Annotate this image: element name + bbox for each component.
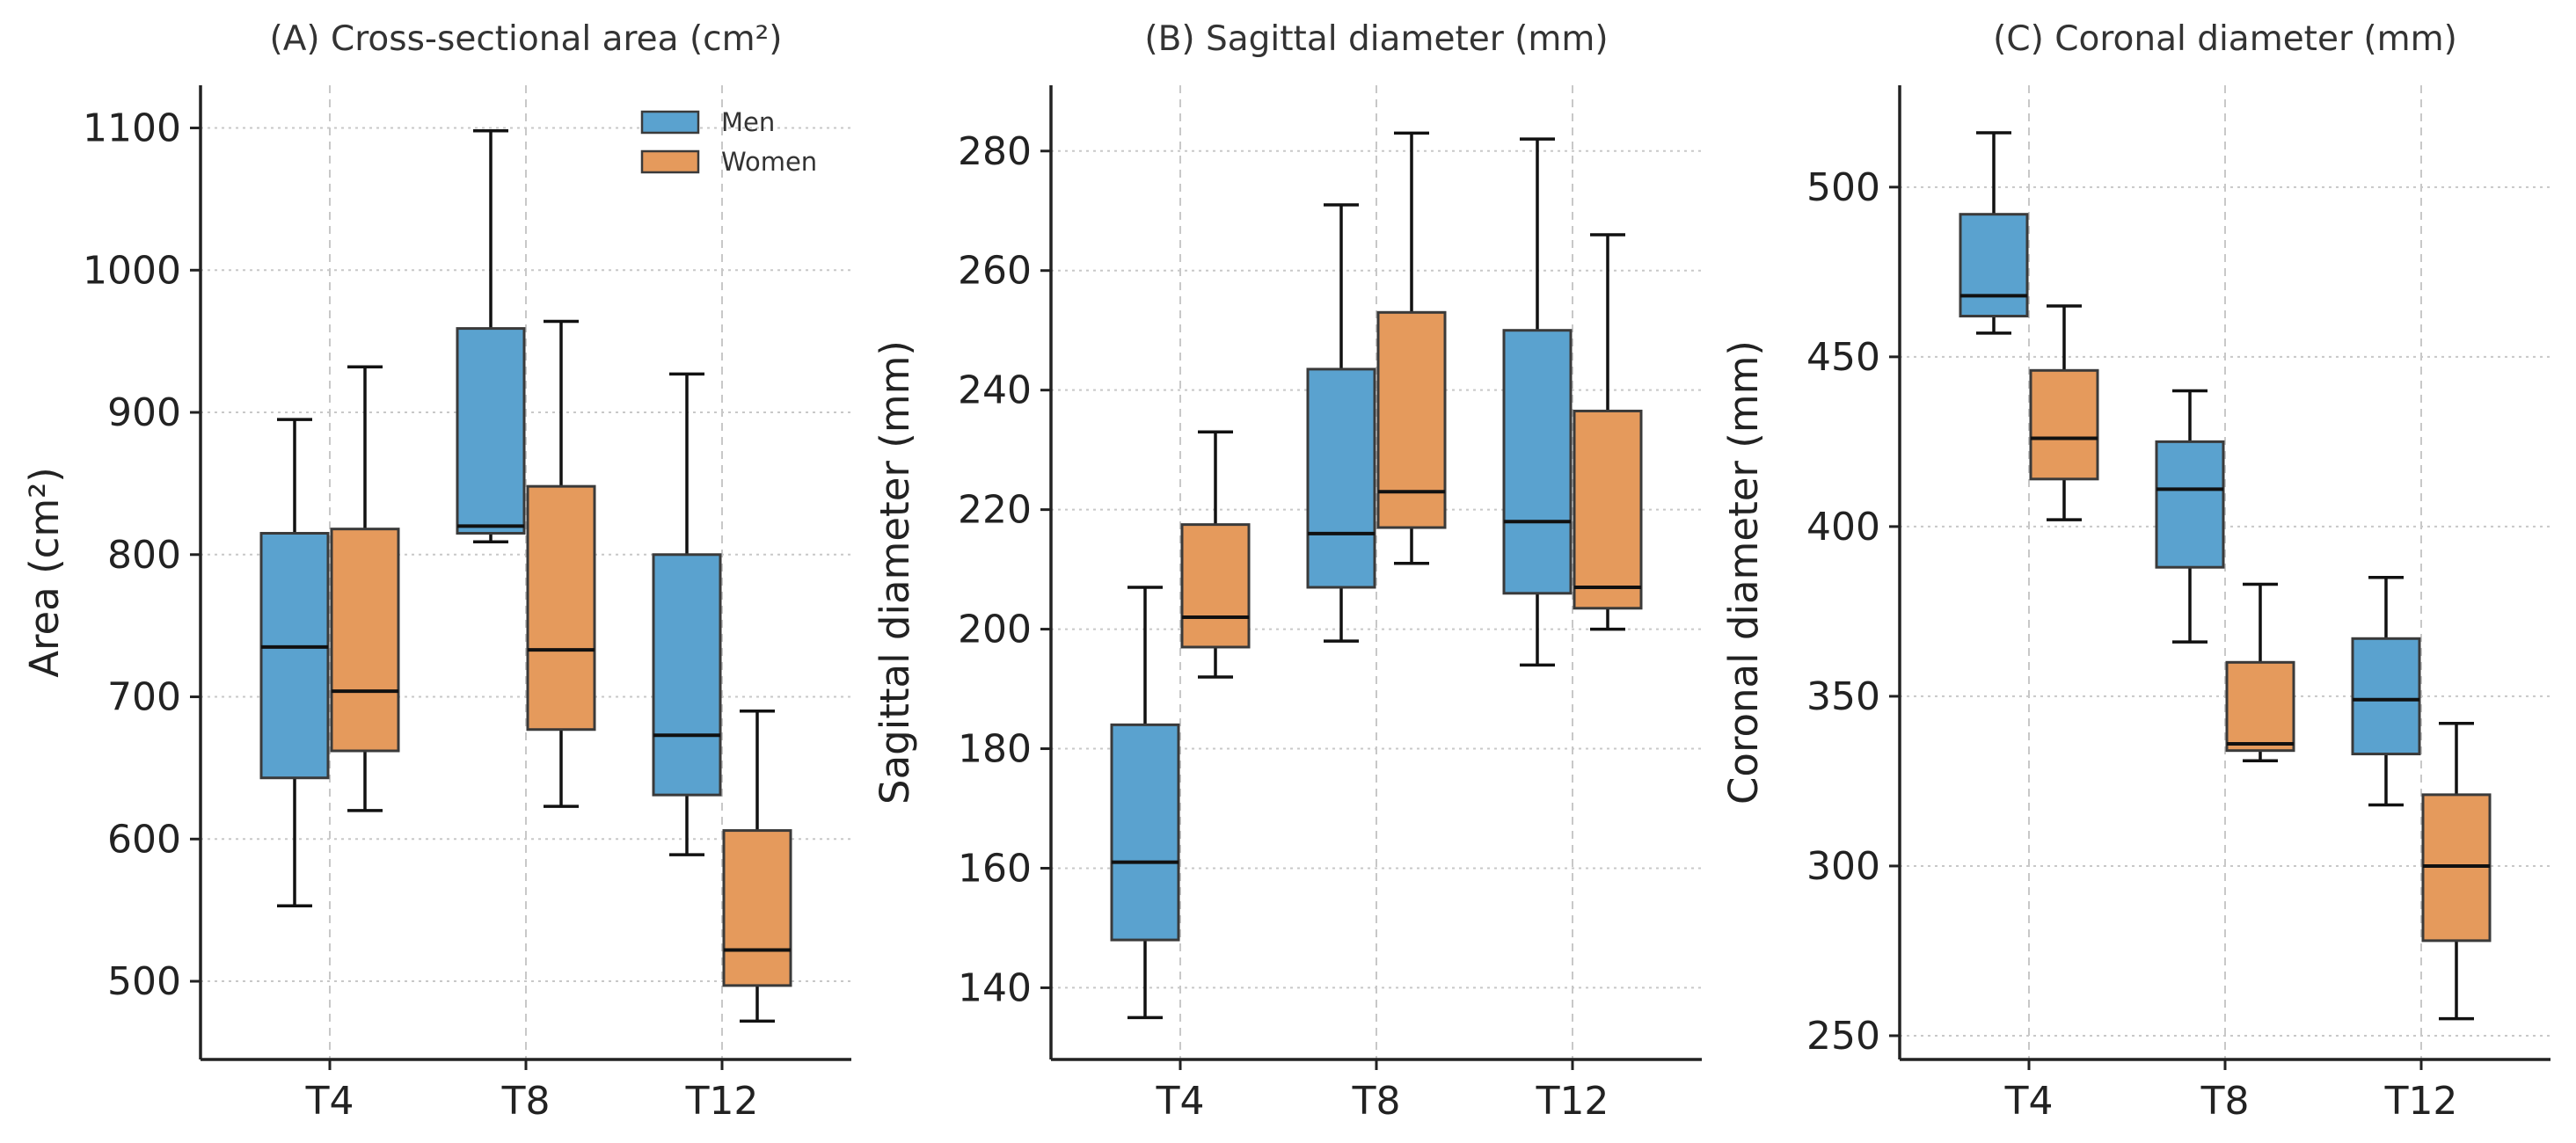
y-tick-label: 280 [958,129,1032,174]
box-women-t4 [2029,304,2099,521]
box-men-t12 [2351,576,2421,807]
y-tick-label: 160 [958,846,1032,891]
box-women-t8 [2225,582,2295,763]
box-women-t12 [1573,233,1643,631]
box-iqr [526,484,596,732]
box-iqr [2155,440,2225,569]
chart-title: (C) Coronal diameter (mm) [1993,19,2457,59]
box-iqr [1502,329,1573,595]
y-tick-label: 400 [1806,505,1880,550]
y-tick-label: 600 [107,817,181,862]
x-tick-label: T12 [1536,1079,1609,1124]
x-tick-label: T12 [685,1079,759,1124]
legend-swatch-women [640,149,700,174]
y-tick-label: 140 [958,965,1032,1010]
y-tick-label: 300 [1806,844,1880,889]
y-axis-label: Coronal diameter (mm) [1720,340,1767,804]
box-women-t8 [1376,131,1447,565]
y-tick-label: 700 [107,675,181,720]
y-tick-label: 900 [107,390,181,435]
y-tick-label: 500 [1806,165,1880,210]
y-tick-label: 350 [1806,674,1880,719]
x-tick-label: T8 [501,1079,551,1124]
box-men-t12 [1502,137,1573,667]
box-iqr [259,532,330,780]
x-tick-label: T4 [2004,1079,2054,1124]
legend: Men Women [640,107,817,177]
box-men-t8 [2155,389,2225,644]
x-tick-label: T8 [1352,1079,1401,1124]
x-tick-label: T8 [2200,1079,2250,1124]
box-women-t4 [330,365,400,812]
box-iqr [1959,213,2029,318]
y-tick-label: 260 [958,249,1032,294]
box-men-t4 [1959,131,2029,335]
y-tick-label: 500 [107,959,181,1004]
box-women-t8 [526,319,596,808]
y-tick-label: 1000 [83,248,181,293]
chart-panel-3: 250 300 350 400 450 500 T4 T8 T12 (C) Coronal dia… [1720,19,2550,1124]
y-tick-label: 800 [107,533,181,578]
box-men-t4 [1110,586,1180,1020]
y-tick-label: 180 [958,727,1032,772]
box-men-t8 [1306,203,1376,643]
box-men-t12 [652,372,722,856]
legend-swatch-men [640,110,700,135]
box-women-t12 [2421,722,2492,1021]
box-iqr [2225,660,2295,753]
chart-panel-1: 500 600 700 800 900 1000 1100 T4 T8 T12 (A) Cross-… [21,19,851,1124]
chart-title: (A) Cross-sectional area (cm²) [270,19,783,59]
y-tick-label: 200 [958,608,1032,652]
y-tick-label: 220 [958,488,1032,533]
box-iqr [1376,310,1447,529]
y-tick-label: 240 [958,368,1032,413]
x-tick-label: T12 [2384,1079,2458,1124]
x-tick-label: T4 [305,1079,354,1124]
box-iqr [652,553,722,797]
box-iqr [1110,723,1180,942]
box-iqr [2351,637,2421,756]
box-iqr [456,327,526,535]
legend-label-women: Women [721,147,817,177]
box-men-t4 [259,418,330,908]
box-iqr [1573,409,1643,610]
x-tick-label: T4 [1156,1079,1205,1124]
chart-title: (B) Sagittal diameter (mm) [1144,19,1608,59]
box-iqr [330,528,400,753]
box-iqr [722,829,792,987]
y-axis-label: Sagittal diameter (mm) [872,340,918,804]
legend-label-men: Men [721,107,775,137]
y-tick-label: 1100 [83,106,181,151]
y-tick-label: 450 [1806,335,1880,380]
y-axis-label: Area (cm²) [21,467,68,678]
box-men-t8 [456,129,526,543]
chart-panel-2: 140 160 180 200 220 240 260 280 T4 T8 T12 (B) Sagit… [872,19,1702,1124]
box-iqr [1180,523,1251,649]
box-iqr [2029,368,2099,481]
box-women-t4 [1180,430,1251,679]
box-iqr [1306,368,1376,589]
box-women-t12 [722,709,792,1023]
y-tick-label: 250 [1806,1014,1880,1059]
